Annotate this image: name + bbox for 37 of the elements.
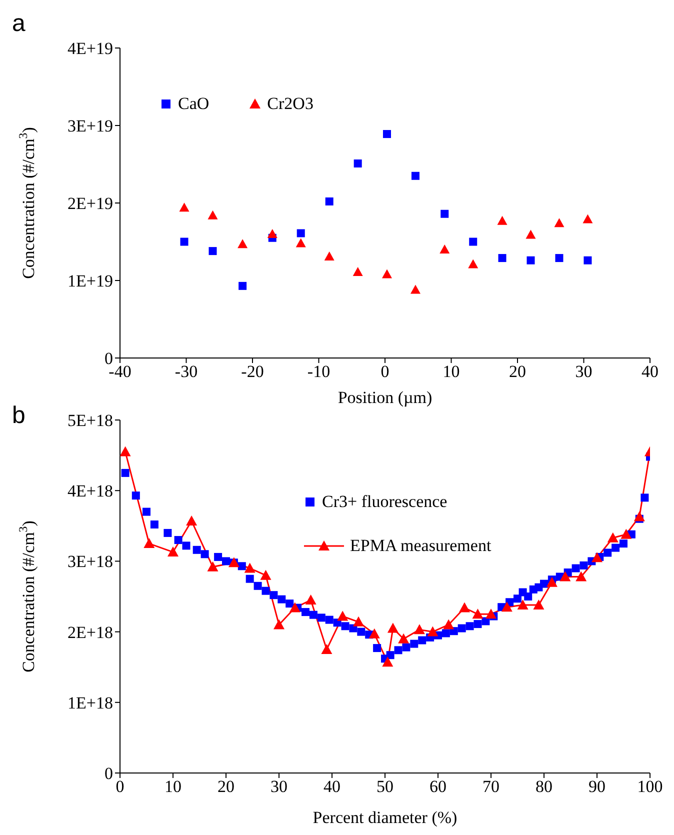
x-axis-title: Percent diameter (%) (312, 808, 458, 827)
x-tick-label: 40 (324, 777, 340, 796)
legend-label: Cr3+ fluorescence (322, 492, 448, 512)
x-tick-label: 60 (430, 777, 446, 796)
y-tick-label: 3E+19 (68, 116, 113, 136)
y-tick-label: 3E+18 (68, 552, 113, 572)
x-tick-label: -10 (307, 362, 330, 382)
x-tick-label: 80 (536, 777, 552, 796)
y-tick-label: 1E+18 (68, 693, 113, 712)
y-tick-label: 2E+19 (68, 194, 113, 214)
x-tick-label: 20 (509, 362, 526, 382)
legend-label: CaO (178, 94, 210, 114)
text: b (12, 402, 26, 430)
y-tick-label: 2E+18 (68, 622, 113, 642)
y-tick-label: 0 (104, 764, 113, 784)
x-tick-label: 30 (270, 777, 288, 796)
x-tick-label: 40 (642, 362, 658, 382)
x-tick-label: -20 (241, 362, 264, 382)
y-tick-label: 4E+18 (68, 482, 113, 501)
x-tick-label: 0 (380, 362, 390, 382)
y-tick-label: 4E+19 (68, 39, 113, 58)
x-tick-label: 10 (442, 362, 460, 382)
legend-label: EPMA measurement (350, 536, 492, 556)
x-tick-label: 90 (588, 777, 606, 796)
x-tick-label: 30 (575, 362, 592, 382)
x-tick-label: 70 (482, 777, 500, 796)
x-tick-label: -30 (174, 362, 198, 382)
legend-label: Cr2O3 (267, 94, 314, 114)
x-tick-label: 100 (637, 777, 663, 796)
y-tick-label: 5E+18 (68, 411, 113, 430)
x-tick-label: 50 (376, 777, 394, 796)
x-tick-label: 10 (164, 777, 182, 796)
y-tick-label: 1E+19 (68, 272, 113, 291)
x-axis-title: Position (µm) (338, 388, 432, 407)
y-tick-label: 0 (104, 349, 113, 368)
x-tick-label: 20 (218, 777, 234, 796)
text: a (12, 10, 26, 38)
